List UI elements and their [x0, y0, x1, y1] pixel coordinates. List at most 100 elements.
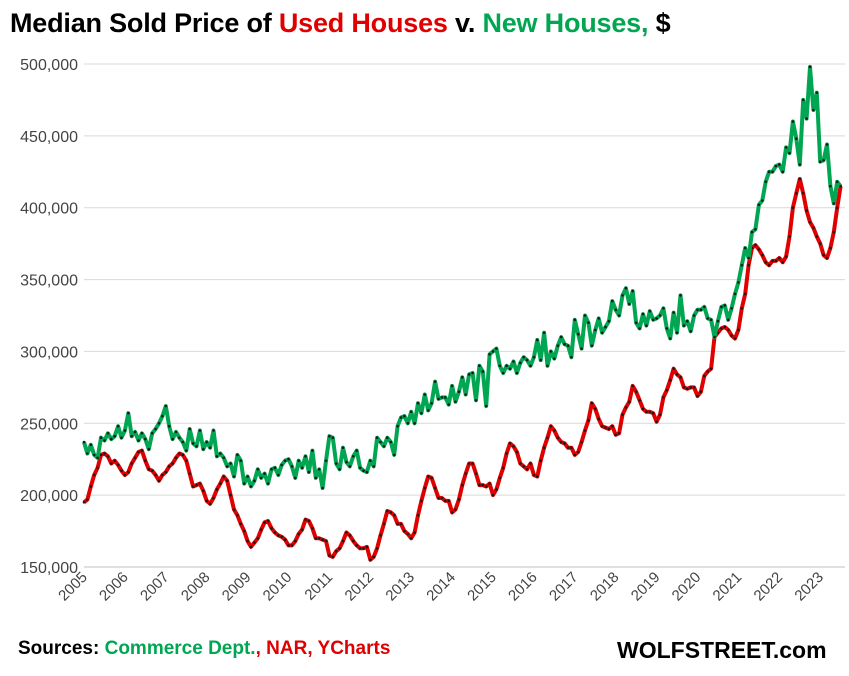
data-point-new-houses: [110, 437, 113, 441]
data-point-new-houses: [369, 459, 372, 463]
data-point-used-houses: [328, 554, 331, 557]
gridlines: [84, 63, 845, 568]
data-point-used-houses: [689, 386, 692, 389]
data-point-new-houses: [444, 396, 447, 399]
data-point-new-houses: [259, 476, 263, 480]
data-point-new-houses: [662, 307, 665, 310]
data-point-new-houses: [287, 457, 290, 461]
data-point-used-houses: [164, 470, 168, 474]
data-point-new-houses: [655, 317, 658, 320]
data-point-new-houses: [256, 468, 260, 471]
data-point-used-houses: [478, 483, 481, 487]
data-point-new-houses: [835, 180, 839, 184]
data-point-new-houses: [781, 170, 784, 174]
data-point-new-houses: [154, 427, 157, 431]
data-point-new-houses: [573, 318, 577, 322]
data-point-used-houses: [675, 373, 679, 376]
data-point-new-houses: [628, 302, 631, 306]
data-point-used-houses: [403, 529, 406, 533]
data-point-used-houses: [515, 450, 519, 454]
data-point-new-houses: [307, 470, 311, 474]
data-point-used-houses: [525, 468, 529, 471]
data-point-new-houses: [147, 447, 151, 451]
data-point-used-houses: [791, 206, 795, 209]
data-point-new-houses: [754, 228, 757, 231]
data-point-used-houses: [658, 413, 662, 417]
data-point-used-houses: [621, 413, 624, 417]
series-line-used-houses: [82, 177, 843, 562]
data-point-new-houses: [403, 414, 406, 418]
data-point-new-houses: [86, 452, 89, 455]
data-point-new-houses: [467, 373, 471, 376]
data-point-used-houses: [212, 496, 215, 500]
data-point-used-houses: [566, 446, 570, 450]
data-point-used-houses: [225, 479, 229, 483]
data-point-used-houses: [594, 407, 597, 411]
data-point-new-houses: [174, 430, 178, 434]
data-point-new-houses: [392, 453, 396, 457]
data-point-used-houses: [576, 450, 580, 454]
data-point-new-houses: [580, 347, 583, 350]
data-point-used-houses: [369, 558, 372, 562]
y-tick-label: 450,000: [20, 129, 78, 146]
data-point-used-houses: [123, 473, 127, 477]
data-point-used-houses: [461, 483, 464, 487]
data-point-used-houses: [341, 539, 345, 543]
series-group: [82, 64, 843, 562]
data-point-used-houses: [110, 462, 113, 465]
data-point-new-houses: [713, 335, 716, 339]
data-point-new-houses: [747, 256, 750, 260]
data-point-used-houses: [174, 456, 178, 460]
data-point-new-houses: [140, 432, 144, 435]
data-point-new-houses: [699, 308, 703, 312]
data-point-new-houses: [839, 184, 842, 188]
data-point-used-houses: [812, 226, 815, 230]
x-tick-label: 2020: [669, 569, 705, 605]
data-point-new-houses: [454, 400, 457, 404]
data-point-used-houses: [413, 531, 416, 534]
data-point-new-houses: [553, 357, 556, 360]
data-point-new-houses: [225, 465, 229, 468]
data-point-used-houses: [99, 453, 103, 457]
data-point-used-houses: [137, 450, 140, 454]
data-point-new-houses: [304, 455, 307, 458]
data-point-new-houses: [692, 314, 696, 317]
data-point-used-houses: [232, 508, 236, 511]
data-point-used-houses: [242, 529, 246, 533]
data-point-used-houses: [229, 493, 232, 497]
data-point-used-houses: [648, 410, 652, 414]
data-point-new-houses: [219, 452, 222, 455]
data-point-used-houses: [767, 263, 771, 267]
data-point-used-houses: [614, 433, 617, 437]
data-point-new-houses: [716, 319, 720, 323]
data-point-used-houses: [256, 537, 260, 540]
data-point-used-houses: [127, 470, 130, 474]
data-point-used-houses: [733, 337, 737, 340]
data-point-new-houses: [508, 367, 512, 371]
data-point-used-houses: [198, 482, 202, 485]
data-point-used-houses: [311, 526, 314, 530]
data-point-used-houses: [406, 532, 410, 536]
sources-label: Sources:: [18, 638, 105, 659]
data-point-used-houses: [246, 539, 249, 543]
data-point-new-houses: [519, 361, 522, 365]
data-point-used-houses: [154, 473, 157, 477]
data-point-used-houses: [420, 499, 423, 503]
data-point-new-houses: [668, 337, 672, 340]
data-point-used-houses: [573, 453, 577, 457]
data-point-new-houses: [338, 468, 341, 471]
data-point-new-houses: [474, 399, 478, 402]
data-point-new-houses: [362, 469, 365, 473]
data-point-used-houses: [590, 401, 594, 405]
data-point-used-houses: [829, 246, 832, 250]
data-point-new-houses: [253, 479, 256, 483]
data-point-used-houses: [239, 522, 243, 526]
data-point-new-houses: [127, 411, 130, 415]
data-point-used-houses: [801, 192, 805, 195]
data-point-new-houses: [389, 440, 393, 444]
data-point-new-houses: [171, 437, 174, 441]
data-point-used-houses: [686, 387, 689, 391]
series-markers-used-houses: [82, 177, 842, 562]
data-point-new-houses: [352, 455, 355, 458]
